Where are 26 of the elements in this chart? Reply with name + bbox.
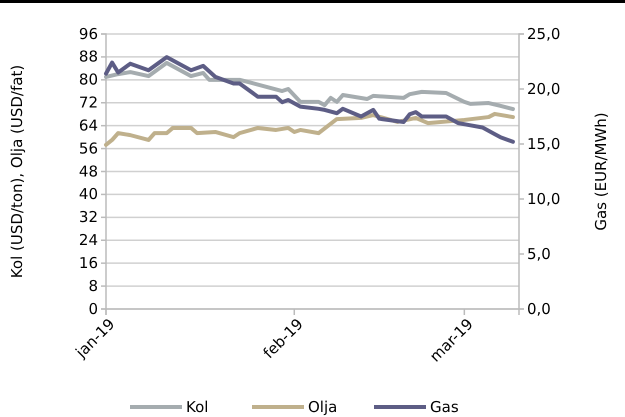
y-axis-title: Kol (USD/ton), Olja (USD/fat)	[8, 64, 26, 278]
y-tick-label: 32	[78, 208, 98, 226]
y2-tick-label: 15,0	[527, 134, 560, 153]
y2-axis-title: Gas (EUR/MWh)	[592, 112, 610, 231]
legend-label: Olja	[308, 398, 338, 416]
y2-tick-label: 10,0	[527, 190, 560, 208]
y-tick-label: 8	[88, 276, 98, 295]
y-tick-label: 80	[78, 70, 98, 89]
y-tick-label: 72	[78, 94, 98, 112]
y-tick-label: 16	[78, 254, 98, 272]
y-tick-label: 56	[78, 139, 98, 158]
y2-tick-label: 0,0	[527, 300, 551, 318]
line-series	[104, 55, 515, 144]
y2-tick-label: 25,0	[527, 24, 560, 43]
legend-label: Gas	[430, 398, 459, 416]
y2-tick-label: 5,0	[527, 244, 551, 263]
legend-label: Kol	[186, 398, 208, 416]
y-tick-label: 64	[78, 116, 98, 134]
y-tick-label: 0	[88, 300, 98, 318]
y-tick-label: 96	[78, 24, 98, 43]
y-tick-label: 24	[78, 231, 98, 250]
y-tick-label: 88	[78, 48, 98, 66]
y-tick-label: 48	[78, 162, 98, 180]
line-series	[104, 60, 515, 112]
y2-tick-label: 20,0	[527, 80, 560, 98]
y-tick-label: 40	[78, 185, 98, 204]
